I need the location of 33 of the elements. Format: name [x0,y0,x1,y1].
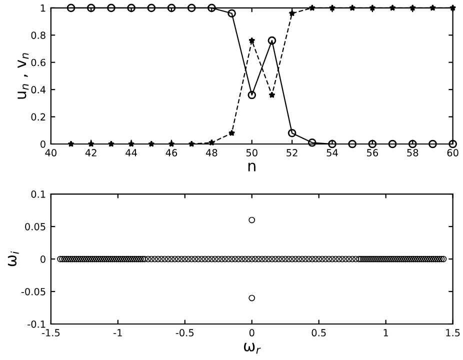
x-tick-label: 42 [85,149,96,156]
x-tick-label: 50 [246,149,258,156]
y-tick-label: 0.05 [25,223,46,230]
x-tick-label: 58 [407,149,418,156]
y-tick-label: 0.4 [31,86,46,94]
y-tick-label: 0.8 [31,32,46,39]
y-tick-label: 0 [40,140,46,148]
x-tick-label: 1.5 [446,329,460,336]
y-tick-label: -0.1 [28,320,46,328]
x-tick-label: 46 [166,149,178,156]
x-tick-label: 40 [45,149,56,156]
x-tick-label: -1 [114,329,122,336]
y-tick-label: 0.1 [31,190,46,198]
x-tick-label: 1 [384,329,388,336]
x-tick-label: 60 [447,149,458,156]
y-tick-label: 0.2 [31,113,46,121]
y-axis-title: u$_{n}$ , v$_{n}$ [17,53,29,99]
y-tick-label: 0 [40,256,46,263]
x-tick-label: 54 [326,149,338,156]
x-tick-label: -0.5 [176,329,194,336]
y-tick-label: 0.6 [31,58,46,66]
y-tick-label: -0.05 [21,288,46,296]
x-tick-label: -1.5 [42,329,60,336]
x-tick-label: 0 [249,329,254,336]
x-tick-label: 56 [367,149,378,156]
x-tick-label: 44 [126,149,137,156]
y-axis-title: ω$_{i}$ [8,251,19,266]
x-tick-label: 48 [206,149,218,156]
y-tick-label: 1 [40,4,46,12]
x-axis-title: ω$_{r}$ [244,342,261,354]
x-tick-label: 52 [286,149,298,156]
x-axis-title: n [248,162,256,172]
x-tick-label: 0.5 [312,329,326,336]
